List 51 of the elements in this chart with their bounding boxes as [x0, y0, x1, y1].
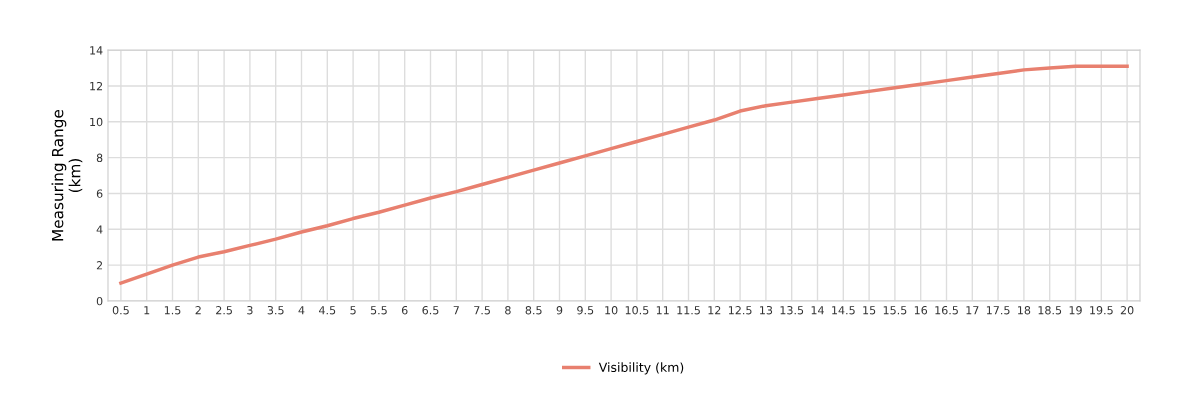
x-tick-label: 7.5: [474, 306, 490, 315]
x-tick-label: 7: [453, 306, 459, 315]
x-tick-label: 12: [708, 306, 721, 315]
x-tick-label: 18: [1018, 306, 1031, 315]
y-tick-label: 0: [96, 296, 103, 306]
x-tick-label: 2.5: [216, 306, 232, 315]
legend-label: Visibility (km): [598, 362, 684, 375]
x-tick-label: 19.5: [1090, 306, 1113, 315]
x-tick-label: 11: [656, 306, 669, 315]
x-tick-label: 10.5: [625, 306, 649, 315]
y-tick-label: 8: [96, 153, 103, 163]
x-tick-label: 2: [195, 306, 201, 315]
y-tick-label: 4: [96, 225, 103, 234]
x-tick-label: 6.5: [422, 306, 439, 315]
x-tick-label: 13: [760, 306, 773, 315]
x-tick-label: 17: [966, 306, 979, 315]
x-tick-label: 9: [556, 306, 563, 315]
x-tick-label: 9.5: [577, 306, 594, 315]
y-axis-title: Measuring Range (km): [51, 109, 83, 241]
x-tick-label: 14: [811, 306, 824, 315]
x-tick-label: 6: [401, 306, 408, 315]
x-tick-label: 12.5: [728, 306, 752, 315]
x-tick-label: 15.5: [883, 306, 907, 315]
x-tick-label: 14.5: [832, 306, 855, 315]
x-tick-label: 8: [505, 306, 511, 315]
x-tick-label: 15: [863, 306, 876, 315]
x-tick-label: 18.5: [1038, 306, 1062, 315]
x-tick-label: 3.5: [267, 306, 284, 315]
line-series: [119, 64, 1129, 285]
x-tick-label: 3: [247, 306, 253, 315]
x-tick-label: 8.5: [525, 306, 542, 315]
y-tick-label: 6: [96, 189, 103, 198]
x-tick-label: 4.5: [319, 306, 336, 315]
x-tick-label: 11.5: [677, 306, 700, 315]
x-tick-label: 10: [605, 306, 618, 315]
y-tick-label: 12: [90, 81, 103, 91]
x-tick-label: 1: [144, 306, 150, 315]
x-tick-label: 13.5: [780, 306, 804, 315]
x-tick-label: 5.5: [370, 306, 387, 315]
x-tick-label: 16.5: [935, 306, 958, 315]
x-tick-label: 5: [350, 306, 356, 315]
x-tick-label: 0.5: [112, 306, 129, 315]
y-tick-label: 14: [90, 46, 103, 55]
x-tick-label: 17.5: [986, 306, 1010, 315]
y-tick-label: 2: [96, 261, 103, 270]
x-tick-label: 20: [1120, 306, 1134, 315]
x-tick-label: 4: [298, 306, 305, 315]
x-tick-label: 19: [1069, 306, 1082, 315]
x-tick-label: 1.5: [164, 306, 181, 315]
y-tick-label: 10: [90, 117, 103, 127]
x-tick-label: 16: [914, 306, 928, 315]
